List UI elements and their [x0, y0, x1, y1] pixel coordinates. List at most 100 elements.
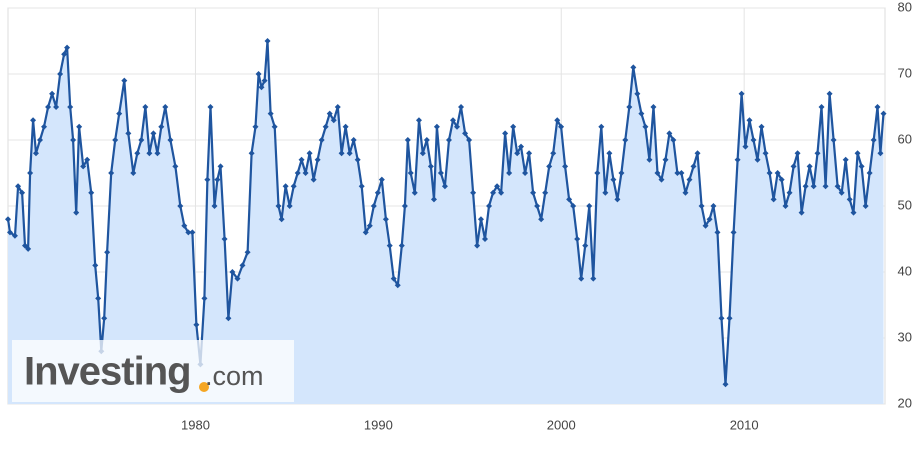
line	[6, 39, 885, 386]
marker	[550, 150, 557, 157]
marker	[121, 77, 128, 84]
marker	[558, 123, 565, 130]
marker	[686, 176, 693, 183]
marker	[150, 130, 157, 137]
y-tick-label: 20	[898, 395, 912, 410]
marker	[37, 137, 44, 143]
marker	[244, 249, 251, 256]
marker	[554, 117, 561, 124]
marker	[662, 156, 669, 163]
marker	[870, 137, 877, 143]
marker	[758, 123, 765, 130]
marker	[526, 150, 533, 157]
marker	[70, 137, 77, 143]
x-tick-label: 1990	[364, 417, 393, 432]
marker	[30, 117, 37, 124]
marker	[874, 104, 881, 110]
marker	[394, 282, 401, 289]
marker	[522, 170, 529, 176]
watermark-dot	[199, 382, 209, 392]
marker	[234, 275, 241, 282]
marker	[454, 123, 461, 130]
marker	[252, 123, 259, 130]
marker	[294, 170, 301, 176]
marker	[618, 170, 625, 176]
marker	[498, 189, 505, 196]
marker	[441, 183, 448, 190]
marker	[61, 51, 68, 58]
marker	[267, 110, 274, 117]
y-tick-label: 60	[898, 131, 912, 146]
watermark-brand: Investing	[24, 350, 191, 394]
marker	[41, 123, 48, 130]
marker	[354, 156, 361, 163]
marker	[330, 117, 337, 124]
marker	[366, 222, 373, 229]
marker	[125, 130, 132, 137]
marker	[706, 216, 713, 223]
marker	[854, 150, 861, 157]
marker	[64, 44, 71, 51]
marker	[678, 170, 685, 176]
marker	[433, 123, 440, 130]
marker	[142, 104, 149, 110]
marker	[846, 196, 853, 203]
marker	[116, 110, 123, 117]
marker	[798, 209, 805, 216]
marker	[634, 90, 641, 97]
marker	[15, 183, 22, 190]
marker	[786, 189, 793, 196]
marker	[670, 137, 677, 143]
marker	[606, 150, 613, 157]
marker	[53, 104, 60, 110]
marker	[322, 123, 329, 130]
marker	[778, 176, 785, 183]
watermark-box	[12, 340, 294, 402]
marker	[19, 189, 26, 196]
marker	[814, 150, 821, 157]
marker	[342, 123, 349, 130]
marker	[181, 222, 188, 229]
y-tick-label: 70	[898, 65, 912, 80]
marker	[401, 203, 408, 209]
marker	[766, 170, 773, 176]
marker	[866, 170, 873, 176]
y-tick-label: 40	[898, 263, 912, 278]
marker	[76, 123, 83, 130]
marker	[638, 110, 645, 117]
marker	[762, 150, 769, 157]
marker	[398, 242, 405, 249]
marker	[566, 196, 573, 203]
marker	[290, 183, 297, 190]
marker	[108, 170, 115, 176]
marker	[534, 203, 541, 209]
marker	[239, 262, 246, 269]
marker	[610, 176, 617, 183]
marker	[622, 137, 629, 143]
marker	[449, 117, 456, 124]
marker	[826, 90, 833, 97]
marker	[790, 163, 797, 170]
marker	[490, 189, 497, 196]
marker	[754, 156, 761, 163]
marker	[326, 110, 333, 117]
marker	[538, 216, 545, 223]
marker	[694, 150, 701, 157]
marker	[582, 242, 589, 249]
marker	[314, 156, 321, 163]
marker	[877, 150, 884, 157]
marker	[67, 104, 74, 110]
marker	[806, 163, 813, 170]
marker	[470, 189, 477, 196]
marker	[510, 123, 517, 130]
marker	[598, 123, 605, 130]
marker	[726, 315, 733, 322]
marker	[7, 229, 14, 236]
marker	[282, 183, 289, 190]
marker	[586, 203, 593, 209]
marker	[458, 104, 465, 110]
marker	[201, 295, 208, 302]
watermark-suffix: .com	[205, 361, 264, 391]
marker	[782, 203, 789, 209]
